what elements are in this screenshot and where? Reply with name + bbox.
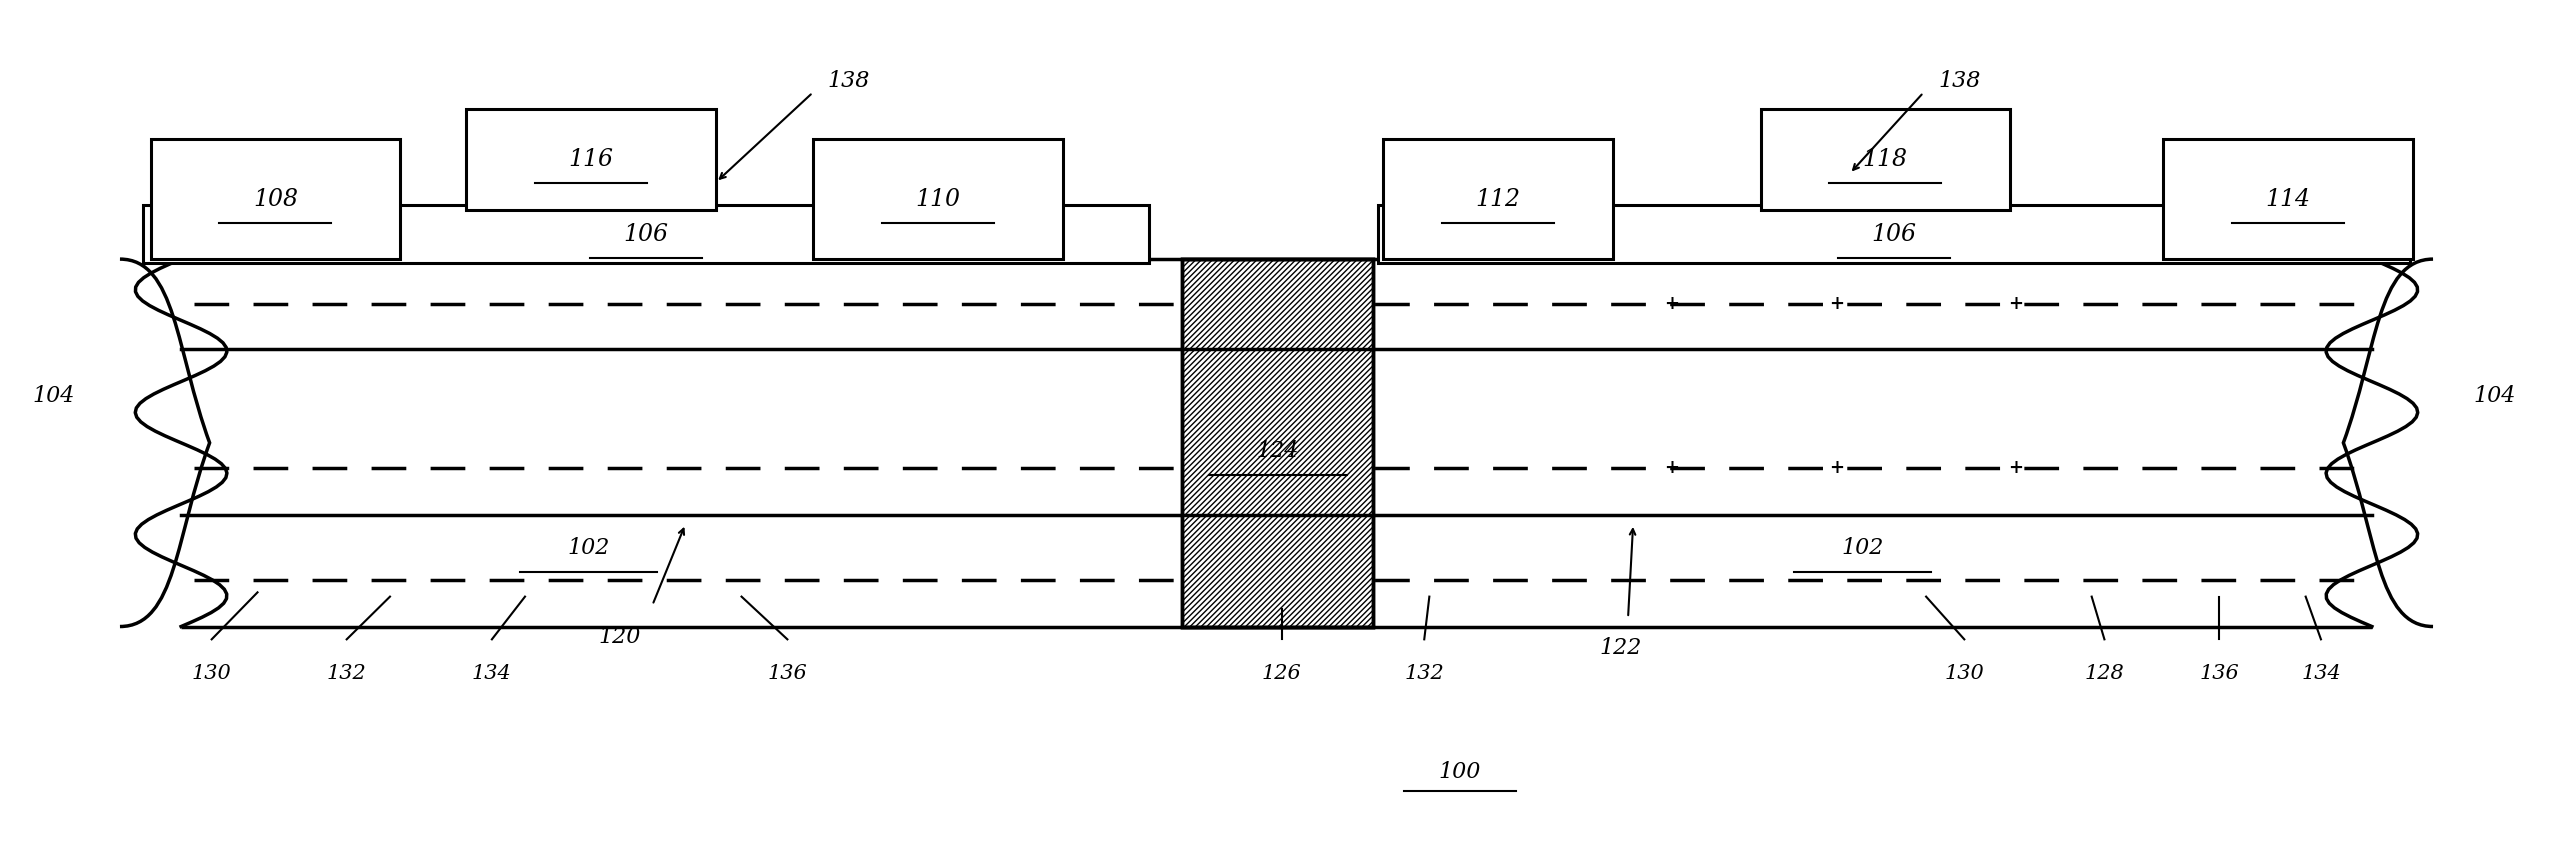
Text: 130: 130 xyxy=(191,664,232,683)
Text: 130: 130 xyxy=(1945,664,1984,683)
Text: +: + xyxy=(1831,294,1843,312)
Text: 116: 116 xyxy=(569,148,613,170)
Text: 114: 114 xyxy=(2265,187,2310,211)
Text: +: + xyxy=(1665,459,1680,477)
Bar xyxy=(1182,259,1374,627)
Text: 120: 120 xyxy=(597,626,641,648)
Text: 136: 136 xyxy=(768,664,807,683)
Text: 122: 122 xyxy=(1598,637,1642,659)
Text: 104: 104 xyxy=(2474,384,2515,407)
Text: 134: 134 xyxy=(472,664,511,683)
Bar xyxy=(1762,108,2009,210)
Text: 112: 112 xyxy=(1476,187,1522,211)
Bar xyxy=(2162,139,2413,259)
Text: 124: 124 xyxy=(1256,440,1299,463)
Text: 102: 102 xyxy=(1841,537,1884,559)
Bar xyxy=(151,139,401,259)
Bar xyxy=(812,139,1062,259)
Bar xyxy=(1379,206,2410,263)
Bar xyxy=(1384,139,1613,259)
Text: 132: 132 xyxy=(327,664,368,683)
Text: 134: 134 xyxy=(2300,664,2341,683)
Text: 136: 136 xyxy=(2198,664,2239,683)
Text: +: + xyxy=(2007,294,2022,312)
Text: +: + xyxy=(1831,459,1843,477)
Text: 110: 110 xyxy=(914,187,960,211)
Text: 102: 102 xyxy=(567,537,610,559)
Text: 106: 106 xyxy=(623,223,669,246)
Bar xyxy=(143,206,1149,263)
Text: +: + xyxy=(2007,459,2022,477)
Text: 138: 138 xyxy=(827,71,871,92)
Text: 118: 118 xyxy=(1864,148,1907,170)
Text: 108: 108 xyxy=(253,187,299,211)
Text: 128: 128 xyxy=(2086,664,2124,683)
Bar xyxy=(1182,259,1374,627)
Text: 104: 104 xyxy=(33,384,74,407)
Text: 100: 100 xyxy=(1440,761,1481,783)
Text: 132: 132 xyxy=(1404,664,1445,683)
Text: +: + xyxy=(1665,294,1680,312)
Text: 138: 138 xyxy=(1938,71,1981,92)
Bar xyxy=(467,108,715,210)
Text: 106: 106 xyxy=(1871,223,1917,246)
Text: 126: 126 xyxy=(1261,664,1302,683)
